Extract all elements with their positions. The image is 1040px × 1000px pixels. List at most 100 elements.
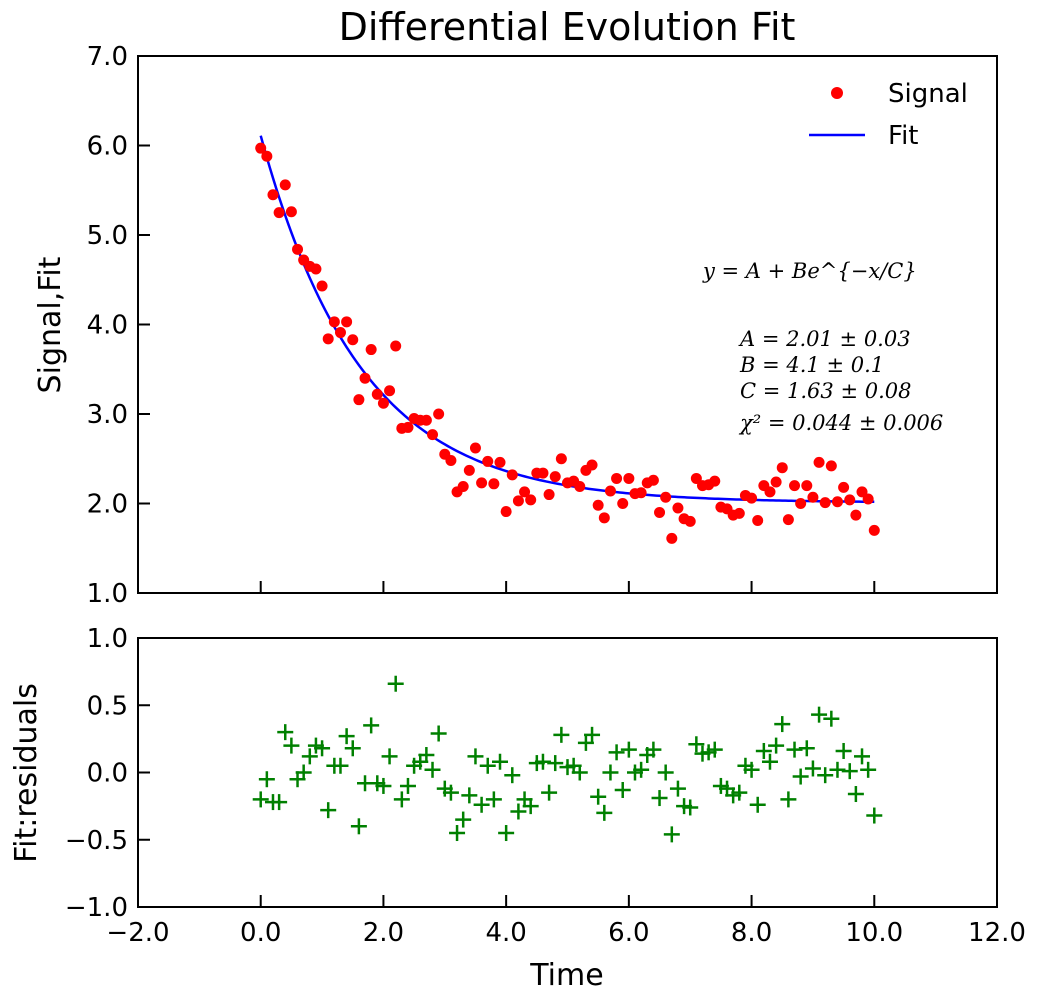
signal-point [586, 459, 598, 471]
signal-point [279, 179, 291, 191]
signal-point [512, 495, 524, 507]
residual-point [252, 791, 269, 808]
main-x-ticks [137, 581, 998, 593]
signal-point [537, 467, 549, 479]
signal-point [427, 429, 439, 441]
residual-y-tick-label: 0.0 [87, 759, 128, 789]
signal-point [476, 477, 488, 489]
signal-point [666, 532, 678, 544]
signal-point [850, 509, 862, 521]
residual-point [332, 757, 349, 774]
residual-point [553, 726, 570, 743]
signal-point [813, 456, 825, 468]
residual-y-axis-title: Fit:residuals [9, 683, 44, 863]
signal-point [469, 442, 481, 454]
signal-point [709, 475, 721, 487]
residual-point [743, 761, 760, 778]
residual-point [761, 753, 778, 770]
legend-signal-label: Signal [888, 79, 968, 109]
residual-point [854, 748, 871, 765]
main-panel: 1.0 2.0 3.0 4.0 5.0 6.0 7.0 Signal,Fit Signal … [33, 42, 998, 609]
residual-point [829, 761, 846, 778]
residual-point [350, 818, 367, 835]
signal-point [457, 480, 469, 492]
residual-point [706, 741, 723, 758]
residual-point [614, 781, 631, 798]
residual-point [755, 742, 772, 759]
signal-point [752, 515, 764, 527]
signal-point [525, 494, 537, 506]
signal-point [334, 327, 346, 339]
signal-point [635, 487, 647, 499]
residual-point [271, 794, 288, 811]
signal-point [261, 150, 273, 162]
residual-point [688, 736, 705, 753]
signal-point [341, 316, 353, 328]
signal-point [402, 421, 414, 433]
residual-y-tick-label: 1.0 [87, 624, 128, 654]
residual-point [442, 784, 459, 801]
residual-point [418, 747, 435, 764]
signal-point [825, 460, 837, 472]
residual-point [449, 825, 466, 842]
residual-point [258, 771, 275, 788]
residual-y-tick-label: −0.5 [65, 826, 128, 856]
signal-point [690, 472, 702, 484]
signal-point [868, 524, 880, 536]
residual-point [399, 777, 416, 794]
residual-point [344, 740, 361, 757]
residual-point [669, 780, 686, 797]
residual-point [314, 740, 331, 757]
residual-panel: −1.0 −0.5 0.0 0.5 1.0 −2.0 0.0 2.0 4.0 6.0 8.0 10.… [9, 624, 1026, 993]
residual-point [749, 796, 766, 813]
signal-point [322, 333, 334, 345]
residual-point [461, 787, 478, 804]
main-y-tick-label: 6.0 [87, 132, 128, 162]
signal-point [789, 480, 801, 492]
param-b: B = 4.1 ± 0.1 [739, 353, 884, 377]
residual-y-tick-label: −1.0 [65, 893, 128, 923]
signal-point [463, 464, 475, 476]
signal-point [488, 478, 500, 490]
residual-point [522, 798, 539, 815]
legend-fit-label: Fit [888, 121, 918, 151]
main-plot-area [255, 135, 880, 544]
x-tick-label: 2.0 [363, 918, 404, 948]
signal-point [353, 394, 365, 406]
residual-point [804, 760, 821, 777]
residual-point [320, 802, 337, 819]
residual-point [663, 826, 680, 843]
residual-point [492, 753, 509, 770]
residual-point [277, 724, 294, 741]
signal-point [776, 462, 788, 474]
signal-point [506, 469, 518, 481]
main-y-ticks: 1.0 2.0 3.0 4.0 5.0 6.0 7.0 [87, 42, 150, 609]
signal-point [838, 481, 850, 493]
signal-point [316, 280, 328, 292]
signal-point [831, 496, 843, 508]
residual-point [473, 796, 490, 813]
signal-point [684, 515, 696, 527]
signal-point [371, 388, 383, 400]
signal-point [347, 334, 359, 346]
main-y-tick-label: 2.0 [87, 490, 128, 520]
signal-point [292, 243, 304, 255]
signal-point [770, 476, 782, 488]
x-tick-label: 0.0 [240, 918, 281, 948]
residual-point [657, 764, 674, 781]
residual-point [847, 786, 864, 803]
x-tick-label: 4.0 [485, 918, 526, 948]
residual-point [301, 748, 318, 765]
main-y-tick-label: 3.0 [87, 400, 128, 430]
residual-point [645, 741, 662, 758]
signal-point [592, 499, 604, 511]
signal-point [543, 489, 555, 501]
signal-point [365, 344, 377, 356]
residual-point [577, 734, 594, 751]
x-tick-label: 6.0 [608, 918, 649, 948]
signal-point [285, 206, 297, 218]
residual-point [768, 737, 785, 754]
signal-point [660, 491, 672, 503]
residual-point [338, 728, 355, 745]
